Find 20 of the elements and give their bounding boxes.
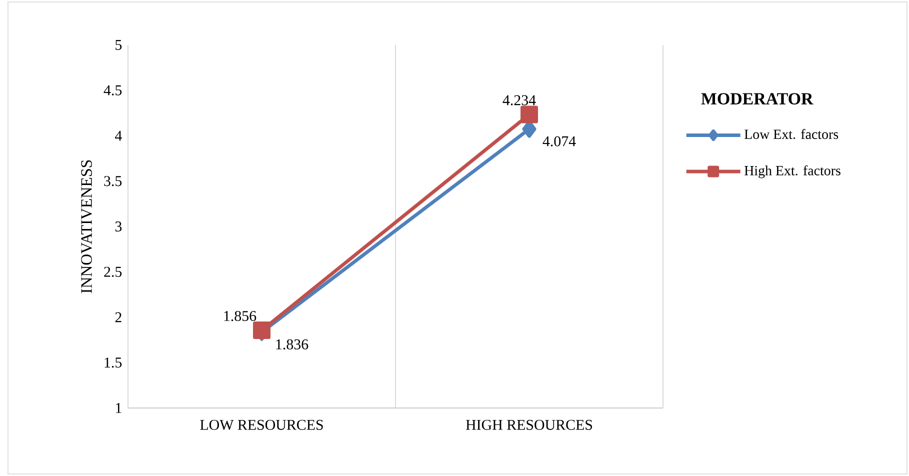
y-axis-title: INNOVATIVENESS bbox=[81, 160, 92, 294]
x-tick-label: HIGH RESOURCES bbox=[466, 420, 592, 430]
legend-label: High Ext. factors bbox=[744, 165, 840, 178]
data-label: 1.836 bbox=[276, 339, 308, 350]
y-tick-label: 3.5 bbox=[104, 176, 122, 186]
y-tick-label: 1 bbox=[116, 403, 122, 413]
data-label: 1.856 bbox=[224, 310, 256, 322]
y-tick-label: 4 bbox=[114, 130, 122, 141]
legend-title: MODERATOR bbox=[701, 93, 814, 104]
y-tick-label: 5 bbox=[116, 40, 122, 50]
legend-label: Low Ext. factors bbox=[744, 129, 838, 140]
y-tick-label: 4.5 bbox=[104, 85, 122, 96]
y-tick-label: 3 bbox=[115, 221, 122, 232]
y-tick-label: 1.5 bbox=[104, 358, 122, 368]
y-tick-label: 2.5 bbox=[104, 266, 122, 277]
data-label: 4.234 bbox=[502, 95, 536, 106]
y-tick-label: 2 bbox=[115, 312, 122, 322]
point bbox=[520, 106, 538, 124]
x-tick-label: LOW RESOURCES bbox=[200, 420, 323, 430]
data-label: 4.074 bbox=[542, 136, 576, 146]
